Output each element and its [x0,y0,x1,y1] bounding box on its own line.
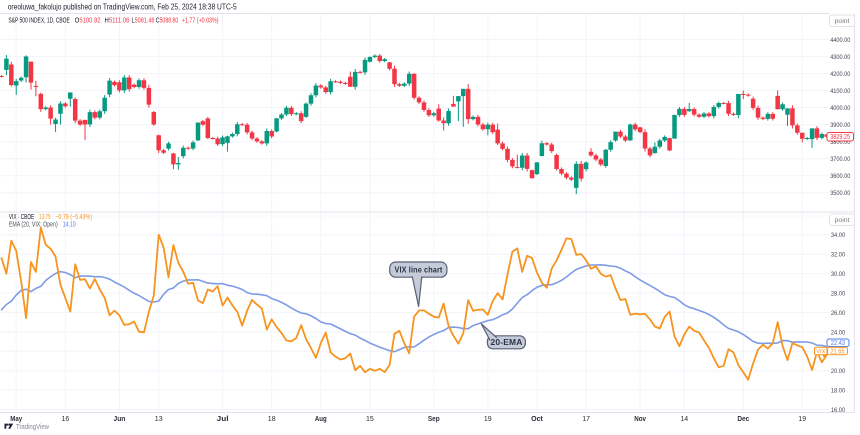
svg-text:3600.00: 3600.00 [830,173,850,180]
svg-text:16: 16 [62,416,70,423]
svg-text:18: 18 [268,416,276,423]
svg-text:34.00: 34.00 [831,232,845,239]
svg-text:Jul: Jul [217,416,229,423]
svg-text:3500.00: 3500.00 [830,190,850,197]
svg-text:Nov: Nov [634,416,646,423]
svg-text:28.00: 28.00 [831,290,845,297]
svg-text:30.00: 30.00 [831,271,845,278]
svg-text:19: 19 [798,416,806,423]
svg-text:21.65: 21.65 [830,348,844,355]
svg-text:Aug: Aug [315,416,327,423]
svg-text:14: 14 [680,416,688,423]
svg-text:Jun: Jun [114,416,126,423]
svg-text:point: point [835,18,850,25]
svg-text:4200.00: 4200.00 [830,71,850,78]
svg-text:3829.25: 3829.25 [830,134,850,141]
svg-text:point: point [835,217,850,224]
svg-text:Oct: Oct [531,416,543,423]
svg-text:EMA (20, VIX: Open)14.10: EMA (20, VIX: Open) 14.10 [9,222,76,229]
svg-text:Sep: Sep [428,416,440,423]
svg-text:May: May [10,416,22,423]
svg-text:20.00: 20.00 [831,368,845,375]
svg-text:32.00: 32.00 [831,252,845,259]
svg-text:VIX: VIX [816,349,825,355]
svg-text:3900.00: 3900.00 [830,122,850,129]
svg-text:oreoluwa_fakolujo published on: oreoluwa_fakolujo published on TradingVi… [8,3,238,12]
svg-text:16.00: 16.00 [831,407,845,414]
svg-text:4000.00: 4000.00 [830,105,850,112]
svg-text:3700.00: 3700.00 [830,156,850,163]
svg-text:3800.00: 3800.00 [830,139,850,146]
svg-text:17: 17 [582,416,590,423]
svg-text:Dec: Dec [737,416,749,423]
svg-text:26.00: 26.00 [831,310,845,317]
svg-text:TradingView: TradingView [16,422,49,431]
svg-text:19: 19 [484,416,492,423]
svg-text:22.43: 22.43 [831,340,845,347]
svg-text:18.00: 18.00 [831,388,845,395]
svg-text:20-EMA: 20-EMA [491,338,523,347]
svg-text:4400.00: 4400.00 [830,37,850,44]
svg-text:15: 15 [366,416,374,423]
svg-text:4300.00: 4300.00 [830,54,850,61]
svg-text:VIX line chart: VIX line chart [395,265,443,274]
svg-text:13: 13 [155,416,163,423]
svg-text:4100.00: 4100.00 [830,88,850,95]
svg-text:24.00: 24.00 [831,329,845,336]
